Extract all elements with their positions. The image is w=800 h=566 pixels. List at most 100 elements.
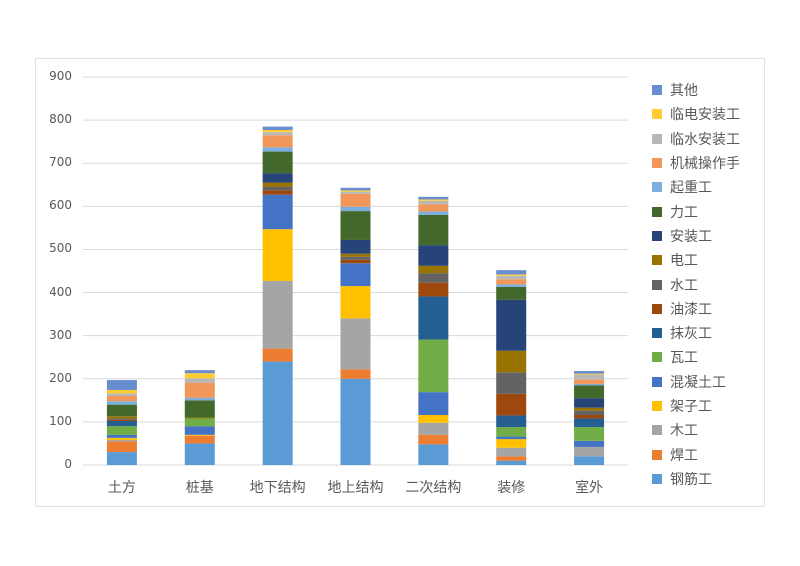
bar-segment xyxy=(184,435,215,444)
bar-segment xyxy=(574,418,605,428)
legend-item: 瓦工 xyxy=(652,345,740,369)
legend-swatch-icon xyxy=(652,230,662,241)
legend-item: 油漆工 xyxy=(652,297,740,321)
bar-segment xyxy=(262,229,293,281)
x-axis-label: 土方 xyxy=(107,480,136,496)
bar-segment xyxy=(106,396,137,402)
legend-label: 水工 xyxy=(670,277,698,294)
y-tick-label: 300 xyxy=(49,327,72,342)
bar-segment xyxy=(418,214,449,246)
y-tick-label: 900 xyxy=(49,69,72,83)
bar-segment xyxy=(574,374,605,380)
legend-label: 混凝土工 xyxy=(670,374,726,391)
bar-segment xyxy=(574,373,605,375)
bar-stack xyxy=(574,371,605,465)
bar-segment xyxy=(574,383,605,386)
bar-segment xyxy=(106,401,137,405)
bar-segment xyxy=(574,385,605,399)
bar-segment xyxy=(418,282,449,297)
legend-swatch-icon xyxy=(652,279,662,290)
bar-segment xyxy=(106,418,137,420)
legend-swatch-icon xyxy=(652,255,662,266)
bar-segment xyxy=(496,372,527,394)
bar-segment xyxy=(262,135,293,148)
legend-swatch-icon xyxy=(652,158,662,169)
legend-swatch-icon xyxy=(652,85,662,96)
bar-segment xyxy=(574,398,605,408)
bar-segment xyxy=(496,436,527,440)
bar-segment xyxy=(184,382,215,398)
y-tick-label: 100 xyxy=(49,413,72,428)
bar-segment xyxy=(418,245,449,266)
bar-segment xyxy=(106,439,137,442)
bar-segment xyxy=(106,441,137,453)
bar-segment xyxy=(418,296,449,340)
bar-segment xyxy=(496,447,527,457)
legend-item: 起重工 xyxy=(652,175,740,199)
legend-item: 水工 xyxy=(652,272,740,296)
bar-segment xyxy=(106,419,137,422)
legend-label: 油漆工 xyxy=(670,301,712,318)
bar-segment xyxy=(340,318,371,370)
legend-swatch-icon xyxy=(652,473,662,484)
y-tick-label: 700 xyxy=(49,155,72,170)
bar-segment xyxy=(184,417,215,419)
bar-segment xyxy=(418,422,449,435)
x-axis-label: 地上结构 xyxy=(327,480,384,496)
legend-swatch-icon xyxy=(652,109,662,120)
bar-segment xyxy=(496,460,527,465)
legend-label: 力工 xyxy=(670,204,698,221)
legend-label: 瓦工 xyxy=(670,350,698,367)
bar-segment xyxy=(340,206,371,212)
x-axis-label: 装修 xyxy=(497,480,526,496)
bar-segment xyxy=(496,439,527,448)
bar-segment xyxy=(340,286,371,319)
bar-segment xyxy=(106,380,137,390)
bar-segment xyxy=(418,196,449,200)
bar-segment xyxy=(340,253,371,257)
bar-segment xyxy=(262,280,293,349)
legend-item: 力工 xyxy=(652,199,740,223)
bar-segment xyxy=(340,259,371,264)
bar-segment xyxy=(262,130,293,133)
legend-swatch-icon xyxy=(652,425,662,436)
bar-segment xyxy=(262,361,293,465)
legend-swatch-icon xyxy=(652,328,662,339)
bar-segment xyxy=(262,132,293,136)
x-axis-label: 桩基 xyxy=(185,480,214,496)
bar-segment xyxy=(496,427,527,437)
legend-item: 焊工 xyxy=(652,442,740,466)
bar-segment xyxy=(496,284,527,287)
bar-segment xyxy=(340,191,371,194)
bar-segment xyxy=(418,273,449,283)
bar-segment xyxy=(262,182,293,187)
bar-segment xyxy=(106,393,137,397)
bar-segment xyxy=(496,279,527,285)
bar-segment xyxy=(262,348,293,362)
x-axis-label: 室外 xyxy=(575,480,604,496)
x-axis-label: 二次结构 xyxy=(405,480,462,496)
bar-segment xyxy=(496,286,527,300)
legend-label: 其他 xyxy=(670,83,698,100)
legend-label: 电工 xyxy=(670,253,698,270)
bar-segment xyxy=(340,369,371,379)
bar-segment xyxy=(184,426,215,435)
bar-segment xyxy=(106,426,137,435)
legend-swatch-icon xyxy=(652,182,662,193)
legend-label: 机械操作手 xyxy=(670,156,740,173)
bar-stack xyxy=(184,370,215,465)
bar-segment xyxy=(106,389,137,394)
bar-segment xyxy=(496,456,527,461)
bar-segment xyxy=(418,414,449,423)
bar-segment xyxy=(574,427,605,441)
legend-label: 焊工 xyxy=(670,447,698,464)
legend-swatch-icon xyxy=(652,206,662,217)
bar-segment xyxy=(262,151,293,174)
bar-segment xyxy=(340,193,371,207)
legend-item: 木工 xyxy=(652,418,740,442)
bar-segment xyxy=(184,443,215,465)
bar-segment xyxy=(418,204,449,212)
legend-swatch-icon xyxy=(652,376,662,387)
bar-segment xyxy=(496,270,527,275)
